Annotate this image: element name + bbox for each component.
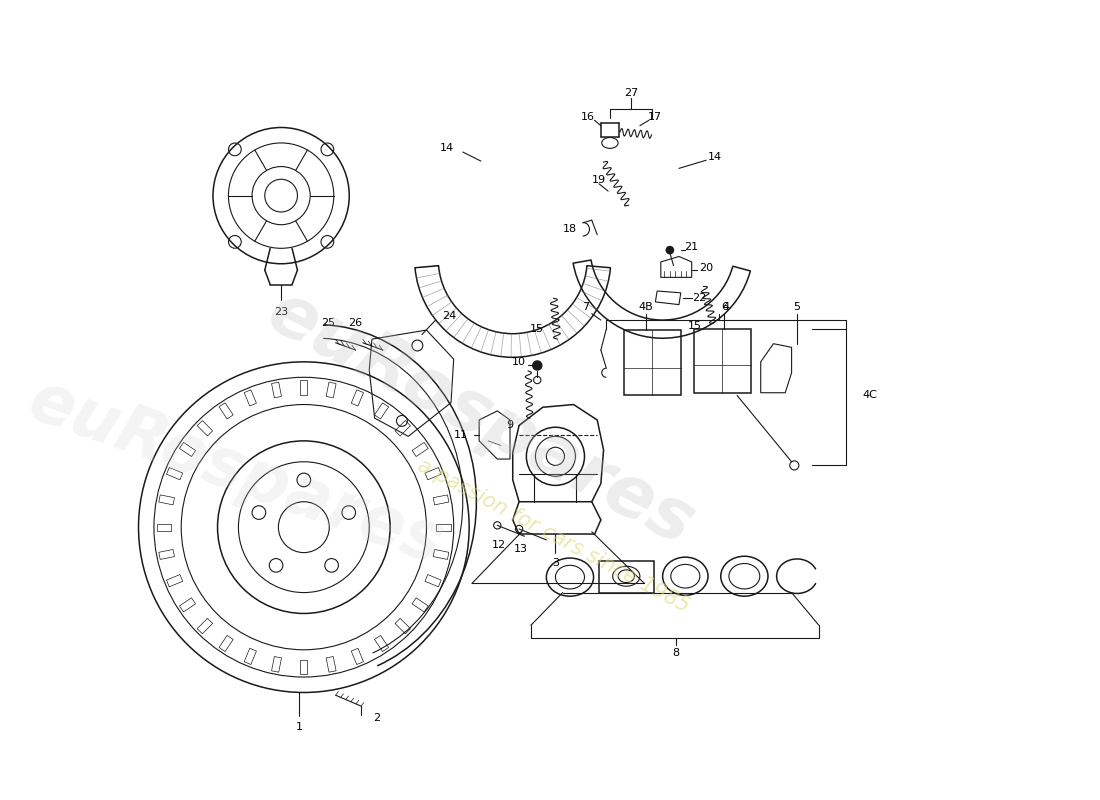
Text: 4: 4: [723, 302, 729, 312]
Text: euRospares: euRospares: [256, 277, 706, 560]
Text: 27: 27: [624, 88, 638, 98]
Text: 19: 19: [592, 175, 606, 185]
Text: 6: 6: [720, 302, 728, 312]
Text: a passion for cars since 1985: a passion for cars since 1985: [415, 456, 693, 617]
Text: 14: 14: [440, 143, 454, 154]
Text: 25: 25: [321, 318, 336, 328]
Circle shape: [667, 246, 673, 254]
Bar: [625, 330, 681, 395]
Text: 4C: 4C: [862, 390, 877, 401]
Text: 20: 20: [700, 263, 713, 274]
Text: 14: 14: [708, 151, 723, 162]
Text: 4B: 4B: [639, 302, 653, 312]
Text: 22: 22: [692, 294, 706, 303]
Text: euRospares: euRospares: [20, 367, 452, 578]
Text: 9: 9: [506, 421, 514, 430]
Text: 5: 5: [793, 302, 801, 312]
Text: 13: 13: [514, 544, 528, 554]
Text: 16: 16: [581, 112, 595, 122]
Bar: [694, 329, 750, 393]
Bar: [600, 561, 653, 593]
Text: 15: 15: [688, 321, 702, 330]
Text: 10: 10: [513, 357, 526, 367]
Text: 24: 24: [442, 311, 456, 322]
Text: 3: 3: [552, 558, 559, 569]
Text: 15: 15: [530, 324, 544, 334]
Text: 11: 11: [454, 430, 467, 439]
Text: 26: 26: [349, 318, 363, 328]
Text: 12: 12: [492, 540, 506, 550]
Text: 2: 2: [373, 713, 381, 723]
Text: 21: 21: [684, 242, 699, 253]
Text: 7: 7: [582, 302, 588, 312]
Text: 18: 18: [563, 224, 578, 234]
Text: 8: 8: [673, 647, 680, 658]
Text: 23: 23: [274, 307, 288, 317]
Text: 17: 17: [648, 112, 662, 122]
Circle shape: [532, 361, 542, 370]
Text: 1: 1: [296, 722, 303, 732]
